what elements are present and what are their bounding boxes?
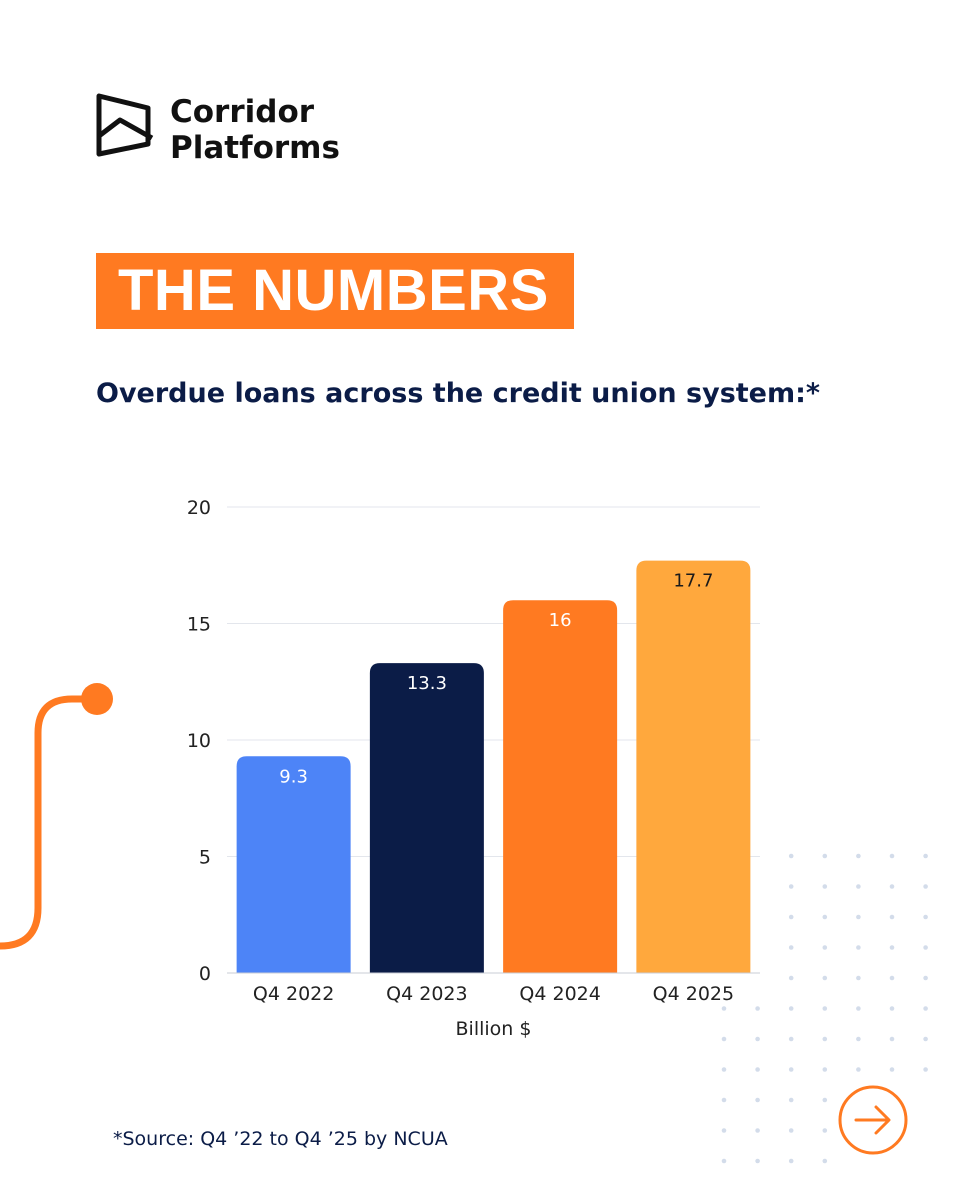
decorative-dot: [788, 1158, 794, 1164]
decorative-dot: [721, 1006, 727, 1011]
y-tick-label: 20: [187, 497, 211, 519]
decorative-dot: [822, 945, 828, 950]
decorative-dot: [889, 914, 895, 920]
bar: [503, 600, 618, 973]
decorative-dot: [856, 975, 861, 981]
decorative-dot: [856, 1006, 861, 1011]
decorative-dot: [755, 1128, 760, 1133]
decorative-dot: [788, 945, 794, 950]
decorative-dot: [788, 1036, 794, 1042]
decorative-dot: [822, 853, 828, 859]
decorative-dot: [721, 1097, 727, 1103]
decorative-dot: [822, 914, 828, 920]
decorative-dot: [721, 1158, 727, 1164]
y-tick-label: 0: [199, 963, 211, 985]
decorative-dot: [889, 975, 895, 981]
bar: [636, 560, 751, 973]
decorative-dot: [889, 884, 895, 889]
decorative-dot: [822, 1128, 828, 1133]
decorative-dot: [923, 1036, 928, 1042]
x-tick-label: Q4 2023: [386, 983, 467, 1005]
decorative-dot: [822, 1158, 828, 1164]
x-tick-label: Q4 2022: [253, 983, 334, 1005]
decorative-dot: [788, 1006, 794, 1011]
decorative-dot: [822, 1097, 828, 1103]
decorative-dot: [923, 914, 928, 920]
decorative-dot: [755, 1097, 760, 1103]
decorative-dot: [923, 945, 928, 950]
decorative-dot: [788, 975, 794, 981]
decorative-dot: [923, 853, 928, 859]
brand-name: Corridor Platforms: [170, 94, 340, 166]
arrow-right-circle-icon: [838, 1085, 908, 1155]
decorative-dot: [856, 914, 861, 920]
section-banner: THE NUMBERS: [96, 253, 574, 329]
brand-name-line1: Corridor: [170, 94, 315, 130]
brand-name-line2: Platforms: [170, 130, 340, 166]
decorative-dot: [788, 914, 794, 920]
decorative-dot: [856, 853, 861, 859]
data-label: 17.7: [673, 571, 713, 592]
y-tick-label: 15: [187, 614, 211, 636]
decorative-dot: [822, 1006, 828, 1011]
decorative-dot: [788, 1067, 794, 1072]
decorative-dot: [822, 884, 828, 889]
x-tick-label: Q4 2025: [653, 983, 734, 1005]
decorative-dot: [755, 1036, 760, 1042]
decorative-dot: [889, 1006, 895, 1011]
decorative-dot: [889, 945, 895, 950]
decorative-dot: [923, 884, 928, 889]
decorative-dot: [755, 1158, 760, 1164]
decorative-dot: [721, 1067, 727, 1072]
decorative-dot: [822, 1036, 828, 1042]
bar: [236, 756, 351, 973]
decorative-dot: [856, 884, 861, 889]
decorative-dot: [889, 1067, 895, 1072]
x-tick-label: Q4 2024: [519, 983, 600, 1005]
decorative-dot: [923, 1006, 928, 1011]
chart-subtitle: Overdue loans across the credit union sy…: [96, 378, 821, 409]
decorative-dot: [721, 1036, 727, 1042]
data-label: 13.3: [407, 673, 447, 694]
data-label: 16: [549, 610, 572, 631]
banner-title: THE NUMBERS: [118, 258, 549, 323]
decorative-dot: [788, 884, 794, 889]
decorative-dot: [788, 1128, 794, 1133]
decorative-dot: [721, 1128, 727, 1133]
decorative-dot: [856, 1036, 861, 1042]
decorative-dot: [856, 1067, 861, 1072]
y-tick-label: 10: [187, 730, 211, 752]
decorative-dot: [755, 1067, 760, 1072]
decorative-dot: [889, 853, 895, 859]
source-note: *Source: Q4 ’22 to Q4 ’25 by NCUA: [113, 1128, 448, 1150]
decorative-dot: [788, 853, 794, 859]
brand-logo: Corridor Platforms: [96, 92, 340, 166]
next-button[interactable]: [838, 1085, 908, 1155]
x-axis-title: Billion $: [456, 1018, 532, 1040]
connector-dot: [81, 683, 113, 715]
data-label: 9.3: [279, 766, 308, 787]
decorative-dot: [923, 975, 928, 981]
decorative-dot: [889, 1036, 895, 1042]
decorative-dot: [822, 1067, 828, 1072]
decorative-dot: [856, 945, 861, 950]
decorative-dot: [923, 1067, 928, 1072]
corridor-logo-icon: [96, 93, 154, 157]
decorative-dot: [822, 975, 828, 981]
decorative-dot: [755, 1006, 760, 1011]
bar: [369, 663, 484, 973]
y-tick-label: 5: [199, 847, 211, 869]
decorative-dot: [788, 1097, 794, 1103]
